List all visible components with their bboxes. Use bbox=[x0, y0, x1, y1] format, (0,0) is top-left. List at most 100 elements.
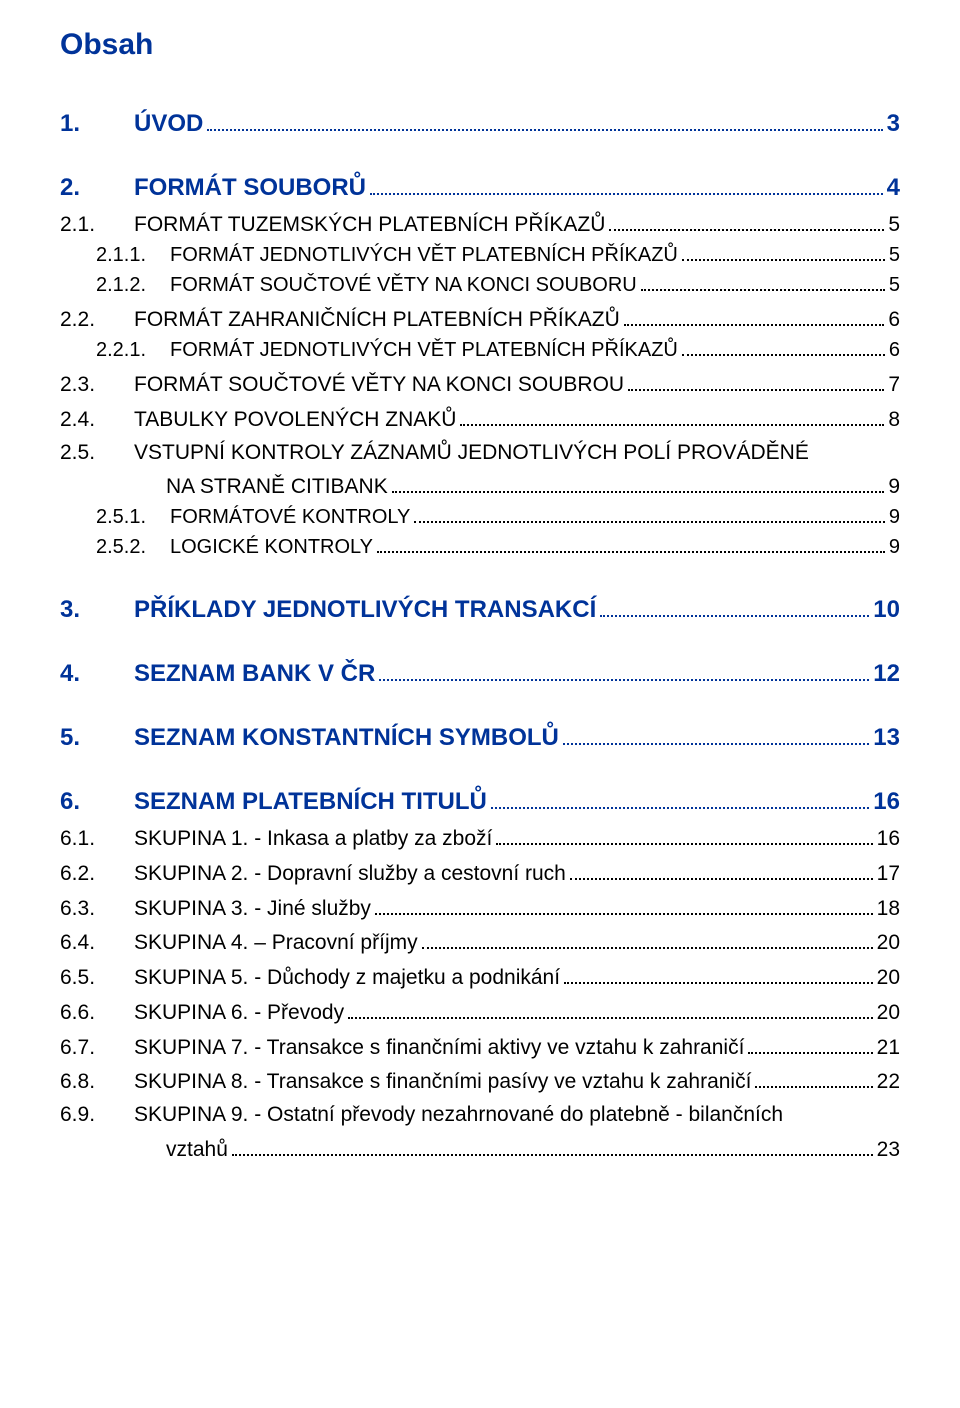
toc-label: SEZNAM KONSTANTNÍCH SYMBOLŮ bbox=[134, 726, 559, 750]
toc-page-number: 12 bbox=[873, 662, 900, 686]
toc-entry: 6.7.SKUPINA 7. - Transakce s finančními … bbox=[60, 1035, 900, 1058]
toc-number: 6.7. bbox=[60, 1037, 134, 1058]
toc-number: 2.2. bbox=[60, 309, 134, 330]
toc-leader-dots bbox=[564, 965, 873, 984]
toc-leader-dots bbox=[207, 110, 882, 131]
toc-page-number: 17 bbox=[877, 863, 900, 884]
toc-page-number: 16 bbox=[873, 790, 900, 814]
toc-entry: 2.1.FORMÁT TUZEMSKÝCH PLATEBNÍCH PŘÍKAZŮ… bbox=[60, 212, 900, 235]
toc-entry: 4.SEZNAM BANK V ČR12 bbox=[60, 660, 900, 686]
toc-label: FORMÁT SOUČTOVÉ VĚTY NA KONCI SOUBORU bbox=[170, 275, 637, 295]
toc-label: FORMÁTOVÉ KONTROLY bbox=[170, 507, 410, 527]
toc-label: SKUPINA 3. - Jiné služby bbox=[134, 898, 371, 919]
toc-page-number: 5 bbox=[889, 245, 900, 265]
toc-number: 2.1.2. bbox=[96, 275, 170, 295]
toc-page-number: 6 bbox=[889, 340, 900, 360]
toc-label: FORMÁT ZAHRANIČNÍCH PLATEBNÍCH PŘÍKAZŮ bbox=[134, 309, 620, 330]
toc-label: SKUPINA 9. - Ostatní převody nezahrnovan… bbox=[134, 1104, 783, 1125]
toc-entry: vztahů 23 bbox=[60, 1137, 900, 1160]
toc-label: ÚVOD bbox=[134, 112, 203, 136]
toc-label: vztahů bbox=[166, 1139, 228, 1160]
toc-leader-dots bbox=[641, 273, 885, 291]
toc-label: SEZNAM PLATEBNÍCH TITULŮ bbox=[134, 790, 487, 814]
toc-leader-dots bbox=[628, 372, 884, 391]
toc-leader-dots bbox=[624, 307, 885, 326]
toc-page-number: 8 bbox=[888, 409, 900, 430]
toc-leader-dots bbox=[377, 535, 885, 553]
toc-label: FORMÁT JEDNOTLIVÝCH VĚT PLATEBNÍCH PŘÍKA… bbox=[170, 245, 678, 265]
toc-number: 2.3. bbox=[60, 374, 134, 395]
page-title: Obsah bbox=[60, 28, 900, 62]
toc-entry: 2.FORMÁT SOUBORŮ4 bbox=[60, 174, 900, 200]
toc-entry: 2.5.1.FORMÁTOVÉ KONTROLY 9 bbox=[60, 505, 900, 527]
toc-page-number: 20 bbox=[877, 1002, 900, 1023]
toc-label: TABULKY POVOLENÝCH ZNAKŮ bbox=[134, 409, 456, 430]
toc-leader-dots bbox=[414, 505, 884, 523]
toc-number: 6.8. bbox=[60, 1071, 134, 1092]
toc-leader-dots bbox=[563, 724, 869, 745]
toc-entry: 5.SEZNAM KONSTANTNÍCH SYMBOLŮ13 bbox=[60, 724, 900, 750]
toc-leader-dots bbox=[379, 660, 869, 681]
toc-page-number: 9 bbox=[888, 476, 900, 497]
toc-label: SKUPINA 5. - Důchody z majetku a podniká… bbox=[134, 967, 560, 988]
toc-entry: 2.4.TABULKY POVOLENÝCH ZNAKŮ 8 bbox=[60, 407, 900, 430]
toc-number: 2.5.1. bbox=[96, 507, 170, 527]
toc-label: VSTUPNÍ KONTROLY ZÁZNAMŮ JEDNOTLIVÝCH PO… bbox=[134, 442, 809, 463]
toc-entry: 6.5.SKUPINA 5. - Důchody z majetku a pod… bbox=[60, 965, 900, 988]
toc-number: 6. bbox=[60, 790, 134, 814]
toc-leader-dots bbox=[748, 1035, 872, 1054]
toc-entry: 1.ÚVOD3 bbox=[60, 110, 900, 136]
toc-leader-dots bbox=[348, 1000, 873, 1019]
toc-label: NA STRANĚ CITIBANK bbox=[166, 476, 388, 497]
toc-number: 2. bbox=[60, 176, 134, 200]
toc-entry: 6.2.SKUPINA 2. - Dopravní služby a cesto… bbox=[60, 861, 900, 884]
toc-number: 6.9. bbox=[60, 1104, 134, 1125]
toc-label: SKUPINA 4. – Pracovní příjmy bbox=[134, 932, 418, 953]
table-of-contents: 1.ÚVOD3 2.FORMÁT SOUBORŮ4 2.1.FORMÁT TUZEM… bbox=[60, 110, 900, 1160]
toc-page-number: 6 bbox=[888, 309, 900, 330]
toc-entry: 2.5.2.LOGICKÉ KONTROLY9 bbox=[60, 535, 900, 557]
toc-page-number: 23 bbox=[877, 1139, 900, 1160]
toc-entry: 2.2.1.FORMÁT JEDNOTLIVÝCH VĚT PLATEBNÍCH… bbox=[60, 338, 900, 360]
toc-number: 6.2. bbox=[60, 863, 134, 884]
toc-page-number: 9 bbox=[889, 537, 900, 557]
toc-number: 6.1. bbox=[60, 828, 134, 849]
toc-number: 6.4. bbox=[60, 932, 134, 953]
toc-label: FORMÁT TUZEMSKÝCH PLATEBNÍCH PŘÍKAZŮ bbox=[134, 214, 605, 235]
toc-number: 2.1.1. bbox=[96, 245, 170, 265]
toc-entry: 2.3.FORMÁT SOUČTOVÉ VĚTY NA KONCI SOUBRO… bbox=[60, 372, 900, 395]
toc-page-number: 22 bbox=[877, 1071, 900, 1092]
toc-number: 4. bbox=[60, 662, 134, 686]
toc-leader-dots bbox=[491, 788, 869, 809]
toc-label: FORMÁT SOUBORŮ bbox=[134, 176, 366, 200]
toc-number: 3. bbox=[60, 598, 134, 622]
toc-leader-dots bbox=[422, 931, 873, 950]
toc-entry: 6.1.SKUPINA 1. - Inkasa a platby za zbož… bbox=[60, 826, 900, 849]
toc-number: 5. bbox=[60, 726, 134, 750]
toc-leader-dots bbox=[370, 174, 883, 195]
toc-page-number: 9 bbox=[889, 507, 900, 527]
toc-entry: 2.1.1.FORMÁT JEDNOTLIVÝCH VĚT PLATEBNÍCH… bbox=[60, 243, 900, 265]
toc-number: 2.4. bbox=[60, 409, 134, 430]
toc-page-number: 16 bbox=[877, 828, 900, 849]
toc-label: SKUPINA 1. - Inkasa a platby za zboží bbox=[134, 828, 492, 849]
toc-leader-dots bbox=[755, 1070, 872, 1089]
toc-number: 2.5. bbox=[60, 442, 134, 463]
toc-page-number: 5 bbox=[889, 275, 900, 295]
toc-label: FORMÁT JEDNOTLIVÝCH VĚT PLATEBNÍCH PŘÍKA… bbox=[170, 340, 678, 360]
toc-page-number: 18 bbox=[877, 898, 900, 919]
toc-leader-dots bbox=[600, 595, 869, 616]
toc-label: FORMÁT SOUČTOVÉ VĚTY NA KONCI SOUBROU bbox=[134, 374, 624, 395]
toc-number: 6.6. bbox=[60, 1002, 134, 1023]
toc-page-number: 5 bbox=[888, 214, 900, 235]
toc-page-number: 7 bbox=[888, 374, 900, 395]
toc-entry: 6.3.SKUPINA 3. - Jiné služby18 bbox=[60, 896, 900, 919]
toc-label: SKUPINA 8. - Transakce s finančními pasí… bbox=[134, 1071, 751, 1092]
toc-entry: 3.PŘÍKLADY JEDNOTLIVÝCH TRANSAKCÍ10 bbox=[60, 595, 900, 621]
toc-entry: 6.6.SKUPINA 6. - Převody 20 bbox=[60, 1000, 900, 1023]
toc-number: 2.5.2. bbox=[96, 537, 170, 557]
toc-entry: 2.2.FORMÁT ZAHRANIČNÍCH PLATEBNÍCH PŘÍKA… bbox=[60, 307, 900, 330]
toc-number: 6.5. bbox=[60, 967, 134, 988]
toc-label: SKUPINA 6. - Převody bbox=[134, 1002, 344, 1023]
toc-entry: 2.1.2.FORMÁT SOUČTOVÉ VĚTY NA KONCI SOUB… bbox=[60, 273, 900, 295]
